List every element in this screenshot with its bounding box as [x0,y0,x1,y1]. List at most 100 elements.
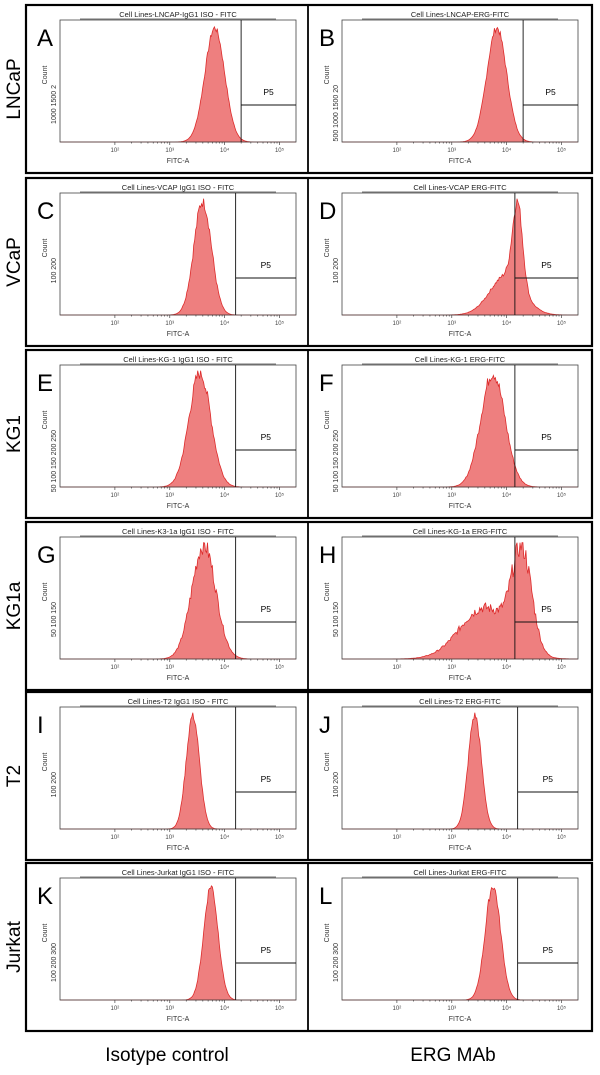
panel-letter: L [319,883,332,910]
y-tick-labels: 100 200 [51,258,58,283]
x-tick-label: 10⁴ [220,492,230,499]
plot-frame [341,364,579,488]
gate-label: P5 [541,604,552,614]
panel-letter: B [319,25,335,52]
gate-label: P5 [545,87,556,97]
x-tick-label: 10² [111,493,120,499]
histogram-series [60,542,296,660]
plot-frame [341,19,579,143]
x-axis-label: FITC-A [449,503,472,510]
x-tick-label: 10⁴ [502,147,512,154]
panel-letter: F [319,370,334,397]
panel-letter: J [319,712,331,739]
x-tick-label: 10² [393,835,402,841]
y-tick-labels: 100 200 [333,772,340,797]
x-tick-label: 10⁴ [220,664,230,671]
x-tick-label: 10⁵ [275,147,285,154]
panel-title: Cell Lines-KG-1a ERG-FITC [413,527,508,536]
row-lncap: LNCaP P5 Cell Lines-LNCAP-IgG1 ISO - FITC A… [4,3,594,175]
x-tick-label: 10⁴ [220,834,230,841]
y-axis-label: Count [42,924,49,943]
x-tick-label: 10⁵ [557,834,567,841]
x-tick-label: 10⁴ [220,320,230,327]
panel-title: Cell Lines-Jurkat ERG-FITC [413,868,507,877]
y-tick-labels: 50 100 150 [51,602,58,637]
row-kg1: KG1 P5 Cell Lines-KG-1 IgG1 ISO - FITC E 10²… [4,348,594,520]
x-tick-label: 10⁴ [502,664,512,671]
gate-label: P5 [261,774,272,784]
x-axis-label: FITC-A [449,331,472,338]
histogram-series [60,885,296,1001]
y-axis-label: Count [42,583,49,602]
panel-g: P5 Cell Lines-K3-1a IgG1 ISO - FITC G 10² 10… [37,527,297,682]
x-axis-label: FITC-A [449,845,472,852]
x-tick-label: 10⁵ [557,147,567,154]
y-tick-labels: 1000 1500 2 [51,85,58,124]
x-tick-label: 10³ [447,665,456,671]
panel-letter: D [319,198,336,225]
panel-f: P5 Cell Lines-KG-1 ERG-FITC F 10² 10³ 10⁴ 10⁵ F… [319,355,579,510]
gate-label: P5 [261,945,272,955]
histogram-series [342,886,578,1001]
panel-b: P5 Cell Lines-LNCAP-ERG-FITC B 10² 10³ 10⁴ 10⁵… [319,10,579,165]
x-tick-label: 10³ [165,321,174,327]
x-tick-label: 10⁴ [502,320,512,327]
y-axis-label: Count [42,411,49,430]
x-tick-label: 10³ [165,665,174,671]
column-label-isotype: Isotype control [105,1045,229,1066]
x-tick-label: 10³ [447,493,456,499]
x-tick-label: 10² [111,665,120,671]
x-tick-label: 10⁴ [220,1005,230,1012]
x-tick-label: 10⁵ [275,834,285,841]
panel-letter: A [37,25,53,52]
row-jurkat: Jurkat P5 Cell Lines-Jurkat IgG1 ISO - FIT… [4,861,594,1033]
panel-title: Cell Lines-Jurkat IgG1 ISO - FITC [122,868,235,877]
row-label: Jurkat [4,920,25,972]
x-axis-label: FITC-A [167,845,190,852]
x-tick-label: 10⁵ [557,664,567,671]
row-border [24,520,594,692]
x-axis-label: FITC-A [167,1016,190,1023]
row-border [24,690,594,862]
x-axis-label: FITC-A [167,158,190,165]
plot-frame [59,536,297,660]
row-label: KG1 [4,415,25,453]
panel-j: P5 Cell Lines-T2 ERG-FITC J 10² 10³ 10⁴ 10⁵ FIT… [319,697,579,852]
gate-label: P5 [261,260,272,270]
y-axis-label: Count [42,239,49,258]
x-tick-label: 10² [111,321,120,327]
panel-h: P5 Cell Lines-KG-1a ERG-FITC H 10² 10³ 10⁴ 10⁵… [319,527,579,682]
panel-letter: G [37,542,56,569]
panel-l: P5 Cell Lines-Jurkat ERG-FITC L 10² 10³ 10⁴ 10… [319,868,579,1023]
histogram-series [342,198,578,316]
y-axis-label: Count [324,753,331,772]
x-tick-label: 10³ [447,1006,456,1012]
histogram-series [60,198,296,316]
y-axis-label: Count [42,753,49,772]
panel-title: Cell Lines-T2 ERG-FITC [419,697,501,706]
row-border [24,861,594,1033]
x-tick-label: 10⁴ [502,492,512,499]
x-tick-label: 10³ [165,493,174,499]
x-tick-label: 10⁵ [275,492,285,499]
y-axis-label: Count [324,239,331,258]
y-axis-label: Count [324,411,331,430]
panel-title: Cell Lines-LNCAP-ERG-FITC [411,10,510,19]
x-tick-label: 10⁴ [502,834,512,841]
x-tick-label: 10³ [447,835,456,841]
gate-label: P5 [543,774,554,784]
panel-title: Cell Lines-KG-1 IgG1 ISO - FITC [123,355,233,364]
x-axis-label: FITC-A [449,1016,472,1023]
x-axis-label: FITC-A [167,331,190,338]
y-tick-labels: 50 100 150 200 250 [51,430,58,492]
x-tick-label: 10² [111,148,120,154]
x-tick-label: 10² [393,665,402,671]
x-tick-label: 10⁵ [275,320,285,327]
panel-a: P5 Cell Lines-LNCAP-IgG1 ISO - FITC A 10² 10… [37,10,297,165]
plot-frame [341,192,579,316]
panel-k: P5 Cell Lines-Jurkat IgG1 ISO - FITC K 10² 1… [37,868,297,1023]
x-tick-label: 10³ [447,148,456,154]
panel-letter: C [37,198,54,225]
histogram-series [60,712,296,830]
